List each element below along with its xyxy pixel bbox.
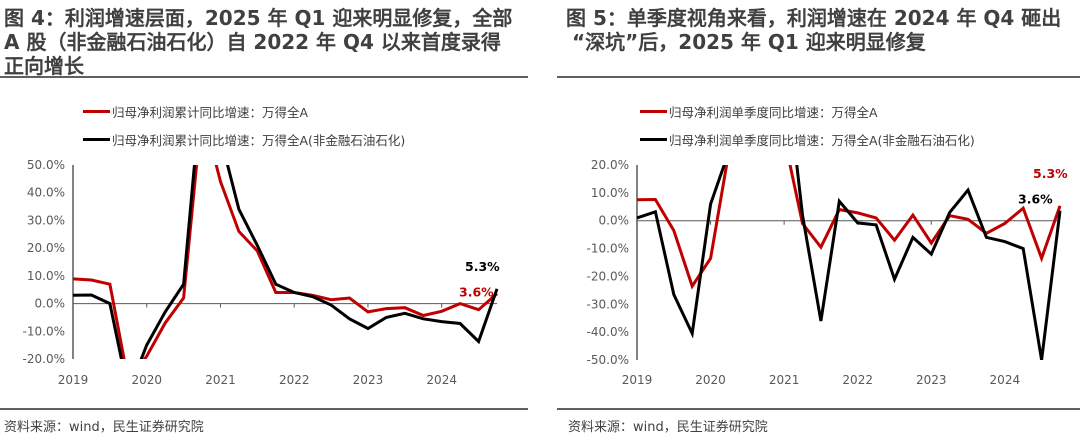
chart-1: 50.0% 40.0% 30.0% 20.0% 10.0% 0.0% -10.0% -20.0… bbox=[23, 158, 501, 387]
x-tick-label: 2021 bbox=[769, 373, 800, 387]
y-tick-label: -30.0% bbox=[587, 297, 629, 311]
x-tick-label: 2020 bbox=[131, 373, 162, 387]
x-tick-label: 2023 bbox=[353, 373, 384, 387]
right-source: 资料来源：wind，民生证券研究院 bbox=[568, 420, 768, 435]
left-title-line: 正向增长 bbox=[4, 54, 84, 78]
data-label: 3.6% bbox=[459, 285, 494, 300]
right-title-line: 图 5：单季度视角来看，利润增速在 2024 年 Q4 砸出 bbox=[566, 6, 1062, 30]
left-title-line: 图 4：利润增速层面，2025 年 Q1 迎来明显修复，全部 bbox=[4, 6, 513, 30]
legend-label: 归母净利润累计同比增速：万得全A(非金融石油石化) bbox=[112, 132, 406, 148]
legend-swatch-red bbox=[640, 109, 667, 113]
x-tick-label: 2023 bbox=[916, 373, 947, 387]
series-line-1 bbox=[72, 165, 498, 359]
legend-swatch-black bbox=[83, 137, 110, 141]
legend-item: 归母净利润单季度同比增速：万得全A bbox=[640, 97, 975, 125]
y-tick-label: -20.0% bbox=[23, 352, 65, 366]
right-chart-title: 图 5：单季度视角来看，利润增速在 2024 年 Q4 砸出 “深坑”后，202… bbox=[566, 6, 1080, 54]
series-group bbox=[72, 165, 499, 359]
x-tick-label: 2021 bbox=[205, 373, 236, 387]
data-label: 5.3% bbox=[465, 259, 500, 274]
y-tick-label: 20.0% bbox=[591, 158, 629, 172]
series-line-2 bbox=[72, 165, 499, 359]
left-title-rule bbox=[0, 76, 528, 78]
right-title-line: “深坑”后，2025 年 Q1 迎来明显修复 bbox=[572, 30, 926, 54]
left-legend: 归母净利润累计同比增速：万得全A 归母净利润累计同比增速：万得全A(非金融石油石… bbox=[83, 97, 405, 153]
y-tick-label: -50.0% bbox=[587, 353, 629, 367]
left-title-line: A 股（非金融石油石化）自 2022 年 Q4 以来首度录得 bbox=[4, 30, 501, 54]
legend-item: 归母净利润累计同比增速：万得全A bbox=[83, 97, 405, 125]
left-source: 资料来源：wind，民生证券研究院 bbox=[4, 420, 204, 435]
x-tick-label: 2020 bbox=[695, 373, 726, 387]
y-tick-label: 30.0% bbox=[27, 213, 65, 227]
data-label: 5.3% bbox=[1033, 166, 1068, 181]
legend-item: 归母净利润累计同比增速：万得全A(非金融石油石化) bbox=[83, 125, 405, 153]
x-tick-label: 2024 bbox=[426, 373, 457, 387]
left-chart-title: 图 4：利润增速层面，2025 年 Q1 迎来明显修复，全部 A 股（非金融石油… bbox=[4, 6, 534, 78]
legend-item: 归母净利润单季度同比增速：万得全A(非金融石油石化) bbox=[640, 125, 975, 153]
chart-2: 20.0% 10.0% 0.0% -10.0% -20.0% -30.0% -40.0% -5… bbox=[587, 158, 1069, 387]
y-tick-label: -20.0% bbox=[587, 269, 629, 283]
y-tick-label: 10.0% bbox=[27, 269, 65, 283]
y-tick-label: 0.0% bbox=[599, 214, 630, 228]
y-tick-label: -10.0% bbox=[23, 324, 65, 338]
x-tick-label: 2022 bbox=[279, 373, 310, 387]
series-group bbox=[636, 165, 1062, 360]
y-tick-label: 10.0% bbox=[591, 186, 629, 200]
legend-swatch-red bbox=[83, 109, 110, 113]
series-line-2 bbox=[636, 165, 1062, 360]
data-label: 3.6% bbox=[1018, 192, 1053, 207]
legend-label: 归母净利润单季度同比增速：万得全A bbox=[669, 104, 878, 120]
right-footer-rule bbox=[557, 408, 1080, 410]
legend-label: 归母净利润累计同比增速：万得全A bbox=[112, 104, 309, 120]
y-tick-label: 40.0% bbox=[27, 186, 65, 200]
right-legend: 归母净利润单季度同比增速：万得全A 归母净利润单季度同比增速：万得全A(非金融石… bbox=[640, 97, 975, 153]
left-footer-rule bbox=[0, 408, 528, 410]
y-tick-label: -10.0% bbox=[587, 242, 629, 256]
y-tick-label: 0.0% bbox=[35, 297, 66, 311]
x-tick-label: 2022 bbox=[842, 373, 873, 387]
y-tick-label: 50.0% bbox=[27, 158, 65, 172]
y-tick-label: -40.0% bbox=[587, 325, 629, 339]
y-tick-label: 20.0% bbox=[27, 241, 65, 255]
x-tick-label: 2024 bbox=[990, 373, 1021, 387]
legend-swatch-black bbox=[640, 137, 667, 141]
legend-label: 归母净利润单季度同比增速：万得全A(非金融石油石化) bbox=[669, 132, 975, 148]
x-tick-label: 2019 bbox=[58, 373, 89, 387]
x-tick-label: 2019 bbox=[622, 373, 653, 387]
series-line-1 bbox=[636, 165, 1062, 290]
right-title-rule bbox=[557, 76, 1080, 78]
